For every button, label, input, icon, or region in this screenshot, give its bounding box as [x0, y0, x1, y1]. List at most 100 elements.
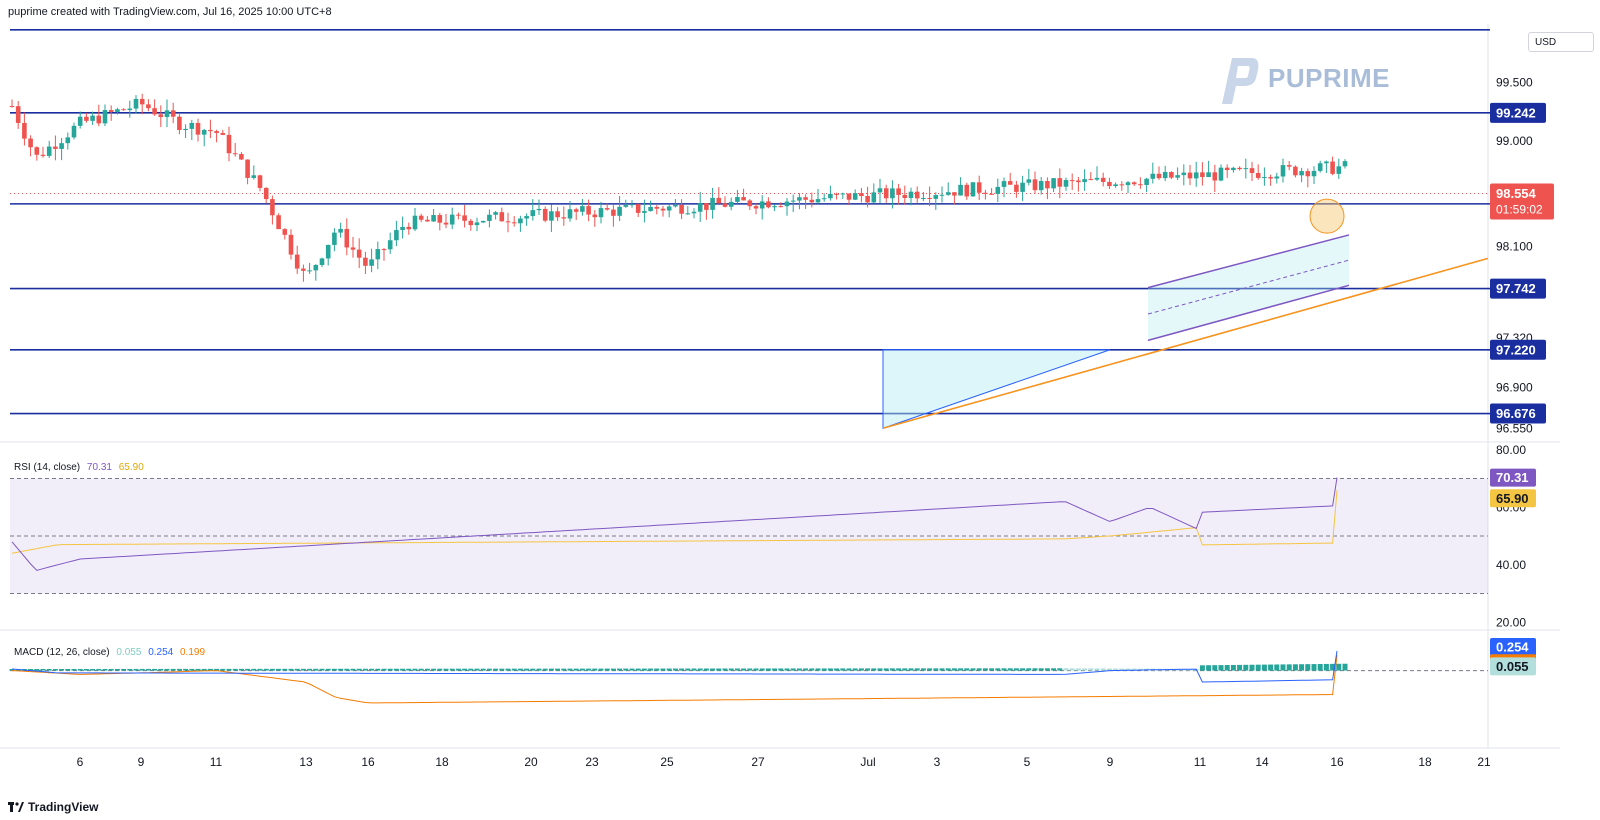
bullish-candle — [449, 214, 455, 225]
bearish-candle — [158, 114, 164, 118]
bearish-candle — [214, 131, 219, 134]
bearish-candle — [53, 146, 58, 149]
macd-histogram-bar — [300, 668, 306, 671]
chart-credit: puprime created with TradingView.com, Ju… — [8, 6, 332, 18]
macd-histogram-bar — [641, 668, 647, 671]
rsi-tick-label: 80.00 — [1496, 443, 1526, 457]
macd-histogram-bar — [710, 668, 716, 671]
level-price-label: 97.220 — [1496, 342, 1536, 357]
macd-histogram-bar — [1094, 668, 1100, 671]
macd-histogram-bar — [1032, 668, 1038, 671]
macd-histogram-bar — [561, 668, 567, 671]
ascending-triangle-pattern — [882, 349, 1111, 429]
macd-histogram-bar — [114, 668, 120, 671]
bearish-candle — [220, 133, 226, 135]
macd-histogram-bar — [338, 668, 344, 671]
rsi-title: RSI (14, close) — [14, 462, 81, 473]
macd-histogram-bar — [90, 668, 96, 671]
bearish-candle — [1255, 173, 1261, 178]
macd-histogram-bar — [976, 668, 982, 671]
macd-histogram-bar — [1249, 664, 1255, 671]
bullish-candle — [933, 195, 939, 199]
macd-histogram-bar — [443, 668, 449, 671]
time-tick-label: 20 — [524, 755, 538, 769]
macd-histogram-bar — [654, 668, 660, 671]
bullish-candle — [46, 146, 52, 156]
macd-histogram-bar — [517, 668, 523, 671]
bullish-candle — [90, 115, 95, 121]
bullish-candle — [797, 197, 802, 201]
price-tick-label: 96.550 — [1496, 421, 1533, 435]
bar-countdown-label: 01:59:02 — [1496, 202, 1543, 216]
channel-fill — [1148, 234, 1349, 341]
macd-line-legend-value: 0.254 — [148, 647, 174, 658]
rsi-legend-value: 70.31 — [86, 462, 112, 473]
macd-histogram-bar — [1206, 665, 1212, 671]
bearish-candle — [9, 106, 15, 108]
bullish-candle — [201, 129, 207, 135]
channel-upper-line — [1147, 234, 1350, 289]
macd-histogram-bar — [1274, 664, 1280, 671]
bullish-candle — [908, 191, 914, 198]
macd-histogram-bar — [1100, 668, 1106, 671]
macd-histogram-bar — [294, 668, 300, 671]
bullish-candle — [629, 204, 635, 206]
macd-histogram-bar — [933, 668, 939, 671]
macd-histogram-bar — [555, 668, 561, 671]
macd-histogram-bar — [269, 668, 275, 671]
macd-histogram-bar — [319, 668, 325, 671]
bearish-candle — [1069, 180, 1075, 182]
currency-button[interactable]: USD — [1528, 32, 1594, 52]
macd-histogram-bar — [1069, 668, 1075, 671]
macd-histogram-bar — [214, 668, 220, 671]
macd-histogram-bar — [1299, 664, 1305, 671]
bullish-candle — [1280, 165, 1286, 177]
bullish-candle — [1206, 172, 1211, 178]
bearish-candle — [1224, 167, 1230, 171]
macd-histogram-bar — [548, 668, 554, 671]
rsi-ma-value-label: 65.90 — [1496, 491, 1529, 506]
bearish-candle — [1249, 168, 1255, 174]
bullish-candle — [524, 216, 529, 219]
bullish-candle — [133, 98, 139, 109]
bearish-candle — [40, 154, 46, 156]
macd-histogram-bar — [1218, 665, 1224, 671]
puprime-logo-icon — [1222, 58, 1259, 104]
macd-histogram-bar — [257, 668, 263, 671]
bearish-candle — [859, 193, 864, 196]
bullish-candle — [480, 220, 486, 223]
bearish-candle — [511, 222, 517, 224]
macd-histogram-bar — [1026, 668, 1032, 671]
bearish-candle — [573, 209, 579, 212]
bullish-candle — [1193, 172, 1199, 179]
bearish-candle — [1237, 167, 1242, 170]
bearish-candle — [1045, 181, 1050, 189]
bearish-candle — [270, 199, 275, 216]
macd-histogram-bar — [139, 668, 145, 671]
bullish-candle — [1342, 161, 1348, 167]
channel-lower-line — [1147, 284, 1350, 342]
macd-histogram-bar — [1280, 664, 1286, 671]
level-price-label-bg — [1490, 403, 1546, 424]
macd-histogram-bar — [858, 668, 864, 671]
macd-histogram-bar — [896, 668, 902, 671]
rsi-line — [11, 477, 1338, 571]
macd-histogram-bar — [486, 668, 492, 671]
bullish-candle — [251, 175, 257, 178]
bearish-candle — [964, 184, 970, 197]
rsi-tick-label: 40.00 — [1496, 558, 1526, 572]
bullish-candle — [307, 270, 312, 272]
macd-histogram-bar — [59, 668, 65, 671]
time-tick-label: 14 — [1255, 755, 1269, 769]
macd-histogram-bar — [542, 668, 548, 671]
macd-histogram-bar — [1106, 668, 1112, 671]
bearish-candle — [301, 268, 306, 271]
macd-histogram-bar — [1051, 668, 1057, 671]
bearish-candle — [679, 204, 684, 214]
macd-histogram-bar — [418, 668, 424, 671]
macd-histogram-bar — [747, 668, 753, 671]
bullish-candle — [840, 193, 846, 195]
bullish-candle — [127, 108, 133, 111]
macd-histogram-bar — [598, 668, 604, 671]
